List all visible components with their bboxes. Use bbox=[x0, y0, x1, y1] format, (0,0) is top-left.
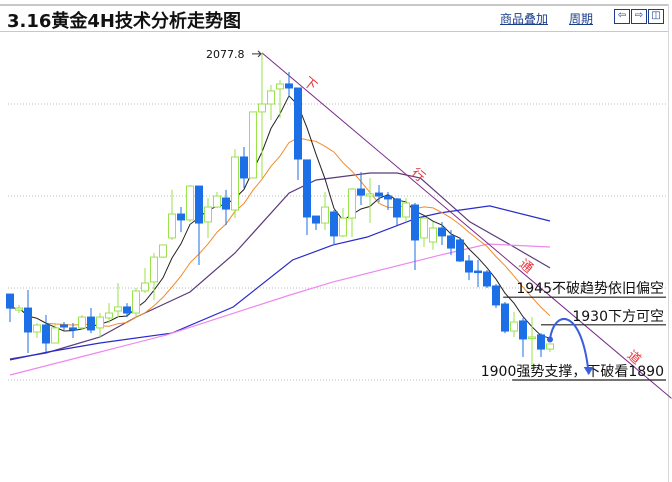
candle-body bbox=[465, 260, 473, 273]
candle-body bbox=[429, 227, 437, 243]
candle-body bbox=[384, 195, 392, 200]
candle-body bbox=[420, 217, 428, 239]
candle-body bbox=[330, 211, 338, 237]
level-label-1930: 1930下方可空 bbox=[572, 309, 664, 325]
candle-body bbox=[6, 293, 14, 309]
candle-body bbox=[339, 217, 347, 237]
peak-arrow-icon bbox=[252, 50, 262, 58]
period-link[interactable]: 周期 bbox=[569, 12, 594, 26]
ma5-line bbox=[10, 94, 551, 339]
candle-body bbox=[303, 159, 311, 218]
forecast-arrow bbox=[549, 318, 590, 375]
candle-body bbox=[492, 285, 500, 306]
candle-body bbox=[276, 83, 284, 90]
candle-body bbox=[204, 206, 212, 223]
candle-body bbox=[69, 327, 77, 331]
right-border bbox=[668, 4, 669, 482]
channel-annotation: 通 bbox=[516, 257, 536, 277]
candle-body bbox=[159, 244, 167, 258]
candle-body bbox=[231, 156, 239, 211]
candle-body bbox=[114, 306, 122, 312]
header-divider bbox=[0, 31, 669, 32]
candle-body bbox=[519, 320, 527, 340]
candle-body bbox=[42, 324, 50, 344]
level-label-1945: 1945不破趋势依旧偏空 bbox=[516, 281, 664, 297]
candle-body bbox=[168, 213, 176, 239]
candle-body bbox=[186, 185, 194, 221]
candle-body bbox=[123, 306, 131, 314]
candle-body bbox=[393, 198, 401, 218]
candle-body bbox=[294, 87, 302, 160]
arrow-head-icon bbox=[583, 367, 594, 375]
prev-arrow-icon[interactable]: ⇦ bbox=[614, 9, 630, 24]
candle-body bbox=[402, 202, 410, 218]
candle-body bbox=[258, 103, 266, 113]
level-label-1900: 1900强势支撑，下破看1890 bbox=[481, 364, 664, 380]
top-rule bbox=[0, 4, 669, 6]
candle-body bbox=[357, 188, 365, 196]
candle-body bbox=[537, 334, 545, 350]
nav-buttons: ⇦ ⇨ ◫ bbox=[614, 9, 664, 24]
candle-body bbox=[267, 90, 275, 105]
candle-body bbox=[312, 215, 320, 224]
candle-body bbox=[15, 307, 23, 311]
channel-annotation: 行 bbox=[408, 166, 428, 186]
candle-body bbox=[51, 327, 59, 344]
candle-body bbox=[78, 316, 86, 329]
overlay-commodity-link[interactable]: 商品叠加 bbox=[500, 12, 549, 26]
candle-body bbox=[177, 213, 185, 221]
candle-body bbox=[366, 193, 374, 197]
candle-body bbox=[132, 290, 140, 314]
candle-body bbox=[60, 324, 68, 328]
ma-pink-line bbox=[9, 243, 551, 376]
next-arrow-icon[interactable]: ⇨ bbox=[631, 9, 647, 24]
candle-body bbox=[321, 206, 329, 224]
candle-body bbox=[546, 343, 554, 350]
candle-body bbox=[240, 156, 248, 179]
candle-body bbox=[411, 204, 419, 241]
candle-body bbox=[24, 307, 32, 333]
candle-body bbox=[222, 197, 230, 210]
candle-body bbox=[510, 321, 518, 332]
candle-body bbox=[483, 271, 491, 287]
ma-purple-line bbox=[9, 172, 551, 360]
candle-body bbox=[96, 316, 104, 329]
candle-body bbox=[528, 336, 536, 339]
candle-body bbox=[348, 188, 356, 219]
candle-body bbox=[150, 256, 158, 283]
candle-body bbox=[213, 195, 221, 208]
candle-body bbox=[33, 324, 41, 333]
candle-body bbox=[141, 282, 149, 292]
candle-body bbox=[285, 83, 293, 89]
candle-body bbox=[195, 185, 203, 224]
candle-body bbox=[474, 270, 482, 274]
candle-body bbox=[375, 192, 383, 197]
candle-body bbox=[105, 312, 113, 319]
candle-body bbox=[87, 316, 95, 331]
peak-price-label: 2077.8 bbox=[206, 48, 245, 61]
candle-body bbox=[456, 239, 464, 262]
channel-annotation: 下 bbox=[300, 75, 320, 95]
page-title: 3.16黄金4H技术分析走势图 bbox=[7, 11, 241, 32]
downtrend-line bbox=[261, 52, 672, 399]
ma-blue-line bbox=[9, 205, 551, 361]
candle-body bbox=[249, 111, 257, 179]
split-view-icon[interactable]: ◫ bbox=[648, 9, 664, 24]
candle-body bbox=[447, 235, 455, 249]
candle-body bbox=[501, 303, 509, 332]
candle-body bbox=[438, 227, 446, 237]
